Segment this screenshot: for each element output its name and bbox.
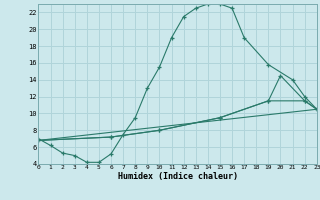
- X-axis label: Humidex (Indice chaleur): Humidex (Indice chaleur): [118, 172, 238, 181]
